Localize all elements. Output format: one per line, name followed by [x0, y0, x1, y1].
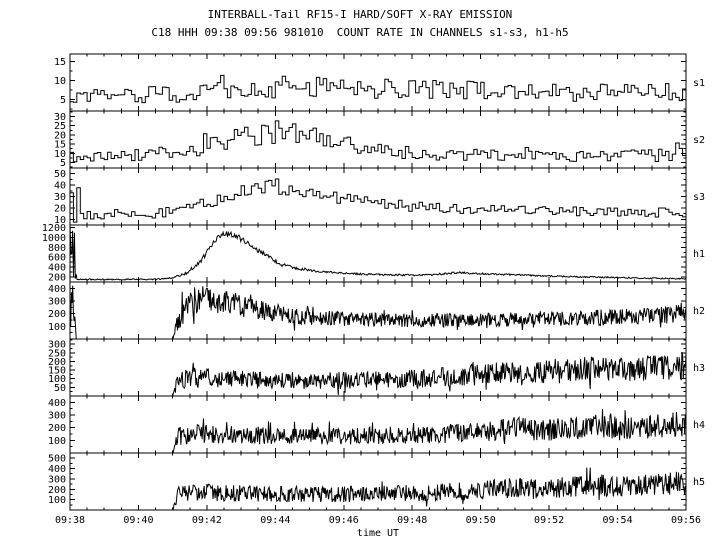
x-axis-title: time UT — [356, 528, 400, 539]
chart-title: INTERBALL-Tail RF15-I HARD/SOFT X-RAY EM… — [207, 8, 513, 21]
y-tick-label: 600 — [48, 253, 66, 264]
y-tick-label: 25 — [54, 121, 66, 132]
x-axis-labels: 09:38 09:40 09:42 09:44 09:46 09:48 09:50 09:52… — [55, 515, 701, 526]
x-tick-label: 09:48 — [397, 515, 427, 526]
series-h1 — [70, 225, 686, 281]
y-tick-label: 10 — [54, 215, 66, 226]
series-s3 — [70, 178, 686, 223]
y-tick-label: 250 — [48, 348, 66, 359]
y-tick-label: 5 — [60, 158, 66, 169]
y-tick-label: 50 — [54, 169, 66, 180]
series-s1 — [70, 74, 686, 104]
x-tick-label: 09:40 — [123, 515, 153, 526]
series-h3 — [70, 351, 686, 396]
y-tick-label: 5 — [60, 95, 66, 106]
y-tick-label: 50 — [54, 383, 66, 394]
x-tick-label: 09:38 — [55, 515, 85, 526]
channel-label: h1 — [693, 249, 705, 260]
y-tick-label: 400 — [48, 284, 66, 295]
y-tick-label: 100 — [48, 374, 66, 385]
channel-label: h2 — [693, 306, 705, 317]
y-tick-label: 100 — [48, 495, 66, 506]
y-tick-label: 300 — [48, 297, 66, 308]
y-tick-label: 150 — [48, 366, 66, 377]
channel-label: s2 — [693, 135, 705, 146]
y-tick-label: 200 — [48, 357, 66, 368]
y-tick-label: 30 — [54, 192, 66, 203]
x-tick-label: 09:52 — [534, 515, 564, 526]
y-tick-label: 200 — [48, 309, 66, 320]
y-tick-label: 100 — [48, 322, 66, 333]
x-tick-label: 09:54 — [603, 515, 633, 526]
x-tick-label: 09:46 — [329, 515, 359, 526]
panel-frame — [69, 452, 687, 511]
y-tick-label: 40 — [54, 181, 66, 192]
y-tick-label: 20 — [54, 130, 66, 141]
panel-frame — [69, 53, 687, 112]
y-tick-label: 10 — [54, 76, 66, 87]
panel-frame — [69, 281, 687, 340]
y-tick-label: 200 — [48, 423, 66, 434]
y-tick-label: 500 — [48, 454, 66, 465]
series-h5 — [70, 467, 686, 510]
panel-frame — [69, 395, 687, 454]
channel-label: h3 — [693, 363, 705, 374]
series-h2 — [70, 285, 686, 339]
x-tick-label: 09:50 — [466, 515, 496, 526]
y-tick-label: 200 — [48, 273, 66, 284]
y-tick-label: 300 — [48, 474, 66, 485]
chart-subtitle: C18 HHH 09:38 09:56 981010 COUNT RATE IN… — [151, 26, 569, 39]
y-tick-label: 1200 — [42, 223, 66, 234]
channel-label: h4 — [693, 420, 705, 431]
y-tick-label: 10 — [54, 149, 66, 160]
y-tick-label: 400 — [48, 263, 66, 274]
y-tick-label: 15 — [54, 140, 66, 151]
x-tick-label: 09:56 — [671, 515, 701, 526]
y-tick-label: 300 — [48, 411, 66, 422]
y-tick-label: 400 — [48, 464, 66, 475]
y-tick-label: 30 — [54, 112, 66, 123]
y-tick-label: 15 — [54, 57, 66, 68]
x-tick-label: 09:42 — [192, 515, 222, 526]
y-tick-label: 200 — [48, 485, 66, 496]
y-tick-label: 800 — [48, 243, 66, 254]
series-h4 — [70, 409, 686, 453]
y-tick-label: 300 — [48, 340, 66, 351]
channel-label: s3 — [693, 192, 705, 203]
channel-label: s1 — [693, 78, 705, 89]
panel-frame — [69, 224, 687, 283]
series-s2 — [70, 120, 686, 163]
channel-label: h5 — [693, 477, 705, 488]
y-tick-label: 1000 — [42, 233, 66, 244]
y-tick-label: 100 — [48, 436, 66, 447]
x-tick-label: 09:44 — [260, 515, 290, 526]
y-tick-label: 400 — [48, 398, 66, 409]
panel-frame — [69, 110, 687, 169]
y-tick-label: 20 — [54, 203, 66, 214]
panel-s1: 5 10 15 s1 — [54, 53, 705, 112]
